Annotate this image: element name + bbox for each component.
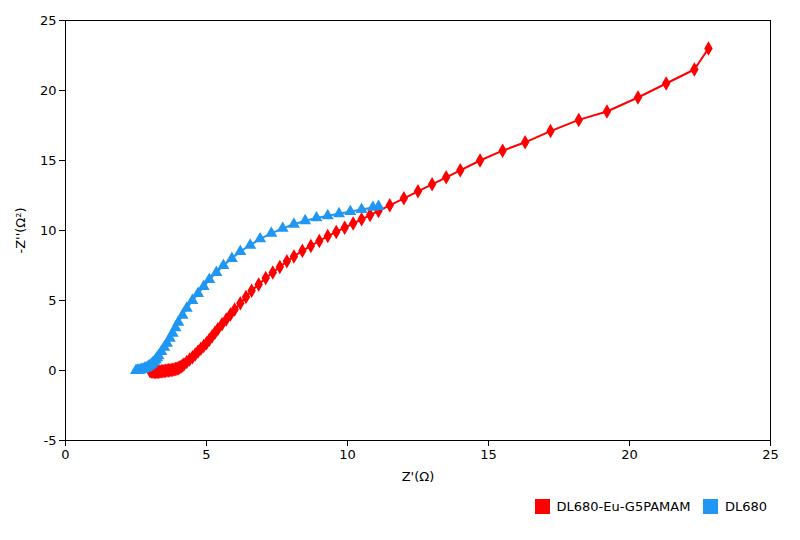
svg-text:-Z''(Ω²): -Z''(Ω²) [13,207,28,253]
svg-text:20: 20 [621,447,638,462]
svg-text:15: 15 [480,447,497,462]
svg-text:25: 25 [762,447,779,462]
svg-text:20: 20 [40,83,57,98]
svg-text:Z'(Ω): Z'(Ω) [402,469,435,484]
svg-text:5: 5 [48,293,56,308]
svg-text:25: 25 [40,13,57,28]
svg-text:15: 15 [40,153,57,168]
svg-text:0: 0 [61,447,69,462]
svg-text:0: 0 [48,363,56,378]
html-text:DL680-Eu-G5PAMAM: DL680-Eu-G5PAMAM [556,499,691,514]
svg-text:5: 5 [202,447,210,462]
svg-text:10: 10 [40,223,57,238]
svg-text:10: 10 [339,447,356,462]
svg-text:-5: -5 [44,433,57,448]
html-text:DL680: DL680 [724,499,767,514]
